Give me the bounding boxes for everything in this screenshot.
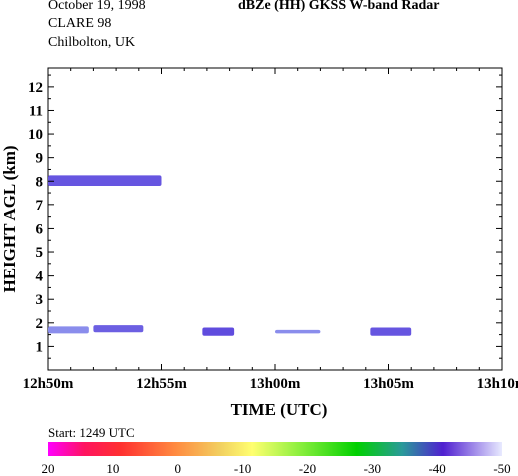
colorbar xyxy=(48,442,502,456)
colorbar-tick-label: -40 xyxy=(428,461,445,476)
y-tick-label: 11 xyxy=(29,103,43,119)
colorbar-tick-label: -20 xyxy=(299,461,316,476)
y-tick-label: 6 xyxy=(36,221,44,237)
y-tick-label: 3 xyxy=(36,292,44,308)
colorbar-tick-label: -30 xyxy=(364,461,381,476)
colorbar-tick-label: -10 xyxy=(234,461,251,476)
x-tick-label: 13h10m xyxy=(477,376,518,392)
x-axis: 12h50m 12h55m 13h00m 13h05m 13h10m xyxy=(23,68,518,392)
echo-lower xyxy=(202,327,235,336)
date-label: October 19, 1998 xyxy=(48,0,146,13)
y-tick-label: 5 xyxy=(36,245,44,261)
echo-lower xyxy=(370,327,412,336)
echo-lower xyxy=(93,325,144,333)
y-tick-label: 2 xyxy=(36,316,44,332)
x-tick-label: 13h00m xyxy=(250,376,301,392)
echo-lower xyxy=(275,329,321,334)
echo-layer xyxy=(48,175,412,336)
location-label: Chilbolton, UK xyxy=(48,35,136,50)
colorbar-ticks: 20 10 0 -10 -20 -30 -40 -50 xyxy=(42,461,511,476)
plot-frame xyxy=(47,67,503,371)
y-axis-label: HEIGHT AGL (km) xyxy=(0,145,19,292)
x-tick-label: 12h50m xyxy=(23,376,74,392)
x-tick-label: 12h55m xyxy=(136,376,187,392)
colorbar-tick-label: -50 xyxy=(493,461,510,476)
echo-upper xyxy=(48,175,162,186)
campaign-label: CLARE 98 xyxy=(48,16,112,31)
chart-title: dBZe (HH) GKSS W-band Radar xyxy=(238,0,440,13)
x-axis-label: TIME (UTC) xyxy=(231,400,328,419)
colorbar-start-label: Start: 1249 UTC xyxy=(48,425,135,440)
y-tick-label: 9 xyxy=(36,151,44,167)
echo-lower xyxy=(48,326,89,334)
y-tick-label: 1 xyxy=(36,339,44,355)
x-tick-label: 13h05m xyxy=(363,376,414,392)
y-tick-label: 10 xyxy=(28,127,43,143)
y-tick-label: 12 xyxy=(28,80,43,96)
colorbar-tick-label: 0 xyxy=(174,461,181,476)
y-tick-label: 4 xyxy=(36,269,44,285)
colorbar-tick-label: 20 xyxy=(42,461,55,476)
colorbar-tick-label: 10 xyxy=(106,461,119,476)
y-tick-label: 8 xyxy=(36,174,44,190)
y-tick-label: 7 xyxy=(36,198,44,214)
